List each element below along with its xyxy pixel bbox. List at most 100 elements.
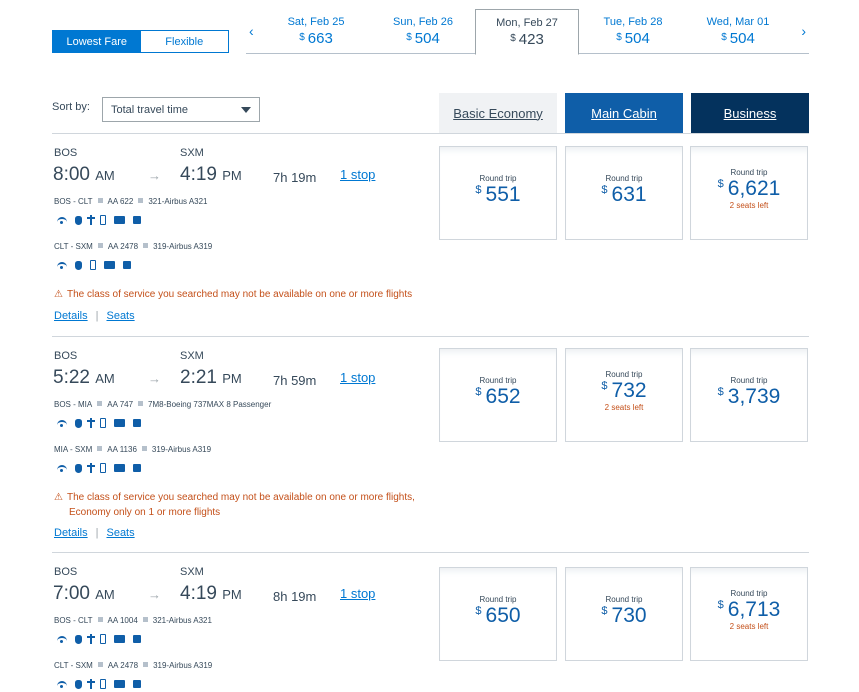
fare-amount: 650: [485, 604, 521, 627]
fare-amount: 732: [611, 379, 647, 402]
currency-symbol: $: [717, 386, 724, 398]
details-link[interactable]: Details: [54, 310, 88, 322]
stops-link[interactable]: 1 stop: [340, 586, 376, 601]
date-option[interactable]: Sun, Feb 26 $504: [371, 9, 475, 54]
price-value: 504: [624, 30, 650, 47]
divider: |: [95, 310, 99, 322]
flight-number: AA 747: [107, 400, 134, 409]
fare-option[interactable]: Round trip $652: [439, 348, 557, 442]
flexible-option[interactable]: Flexible: [140, 31, 228, 52]
details-links: Details | Seats: [54, 310, 135, 322]
fare-amount: 3,739: [727, 385, 781, 408]
amenities: [57, 260, 131, 270]
arrow-right-icon: →: [148, 587, 161, 602]
fare-price: $6,713: [691, 598, 807, 622]
seats-link[interactable]: Seats: [106, 527, 135, 539]
departure-time: 5:22 AM: [53, 367, 115, 389]
fare-price: $650: [440, 604, 556, 628]
fare-option[interactable]: Round trip $732 2 seats left: [565, 348, 683, 442]
origin-airport: BOS: [54, 147, 78, 159]
fare-type-toggle: Lowest Fare Flexible: [52, 30, 229, 53]
fare-label: Round trip: [730, 589, 768, 598]
aircraft-type: 319-Airbus A319: [153, 242, 213, 251]
date-option[interactable]: Tue, Feb 28 $504: [581, 9, 685, 54]
fare-label: Round trip: [730, 376, 768, 385]
flight-number: AA 2478: [107, 661, 139, 670]
departure-hour: 5:22: [53, 367, 90, 388]
date-option[interactable]: Wed, Mar 01 $504: [686, 9, 790, 54]
fare-label: Round trip: [479, 376, 517, 385]
stops-link[interactable]: 1 stop: [340, 370, 376, 385]
date-label: Sat, Feb 25: [287, 16, 345, 28]
wifi-icon: [57, 635, 67, 643]
currency-symbol: $: [601, 380, 608, 392]
flight-row: BOS SXM 5:22 AM → 2:21 PM 7h 59m 1 stop BOS - M…: [52, 337, 809, 553]
aircraft-type: 7M8-Boeing 737MAX 8 Passenger: [148, 400, 272, 409]
fare-price: $732: [566, 379, 682, 403]
date-label: Wed, Mar 01: [706, 16, 770, 28]
fare-option[interactable]: Round trip $551: [439, 146, 557, 240]
music-icon: [133, 216, 141, 224]
tab-basic-economy[interactable]: Basic Economy: [439, 93, 557, 133]
divider: [52, 133, 809, 134]
seats-left: 2 seats left: [604, 403, 644, 412]
amenities: [57, 418, 141, 428]
music-icon: [133, 635, 141, 643]
departure-hour: 7:00: [53, 583, 90, 604]
fare-option[interactable]: Round trip $6,713 2 seats left: [690, 567, 808, 661]
fare-amount: 6,713: [727, 598, 781, 621]
tab-business[interactable]: Business: [691, 93, 809, 133]
lowest-fare-option[interactable]: Lowest Fare: [53, 31, 141, 52]
tv-icon: [114, 464, 125, 472]
arrow-right-icon: →: [148, 168, 161, 183]
chevron-left-icon[interactable]: ‹: [249, 23, 254, 39]
fare-label: Round trip: [605, 595, 643, 604]
sort-select[interactable]: Total travel time: [102, 97, 260, 122]
arrival-ampm: PM: [222, 168, 242, 183]
divider: |: [95, 527, 99, 539]
wifi-icon: [57, 261, 67, 269]
fare-label: Round trip: [479, 595, 517, 604]
aircraft-type: 321-Airbus A321: [148, 197, 208, 206]
fare-option[interactable]: Round trip $6,621 2 seats left: [690, 146, 808, 240]
date-option[interactable]: Mon, Feb 27 $423: [475, 9, 579, 55]
seats-link[interactable]: Seats: [106, 310, 135, 322]
separator-dot: [97, 662, 103, 667]
wifi-icon: [57, 680, 67, 688]
usb-icon: [87, 418, 95, 428]
aircraft-type: 321-Airbus A321: [152, 616, 212, 625]
date-label: Tue, Feb 28: [603, 16, 663, 28]
wifi-icon: [57, 419, 67, 427]
usb-icon: [87, 634, 95, 644]
seats-left: 2 seats left: [729, 201, 769, 210]
arrival-ampm: PM: [222, 587, 242, 602]
currency-symbol: $: [601, 605, 608, 617]
separator-dot: [143, 662, 149, 667]
power-outlet-icon: [75, 260, 82, 270]
departure-hour: 8:00: [53, 164, 90, 185]
departure-ampm: AM: [95, 371, 115, 386]
departure-ampm: AM: [95, 587, 115, 602]
separator-dot: [97, 401, 103, 406]
stops-link[interactable]: 1 stop: [340, 167, 376, 182]
separator-dot: [97, 243, 103, 248]
segment-route: CLT - SXM: [54, 661, 93, 670]
fare-option[interactable]: Round trip $3,739: [690, 348, 808, 442]
fare-option[interactable]: Round trip $631: [565, 146, 683, 240]
usb-icon: [87, 463, 95, 473]
destination-airport: SXM: [180, 350, 204, 362]
details-link[interactable]: Details: [54, 527, 88, 539]
duration: 7h 19m: [273, 170, 317, 185]
tab-main-cabin[interactable]: Main Cabin: [565, 93, 683, 133]
segment-info: CLT - SXM AA 2478 319-Airbus A319: [54, 242, 212, 251]
divider: [52, 336, 809, 337]
date-option[interactable]: Sat, Feb 25 $663: [264, 9, 368, 54]
tv-icon: [114, 216, 125, 224]
fare-option[interactable]: Round trip $730: [565, 567, 683, 661]
amenities: [57, 215, 141, 225]
music-icon: [133, 464, 141, 472]
fare-option[interactable]: Round trip $650: [439, 567, 557, 661]
chevron-right-icon[interactable]: ›: [801, 23, 806, 39]
separator-dot: [141, 446, 147, 451]
segment-info: BOS - CLT AA 622 321-Airbus A321: [54, 197, 208, 206]
